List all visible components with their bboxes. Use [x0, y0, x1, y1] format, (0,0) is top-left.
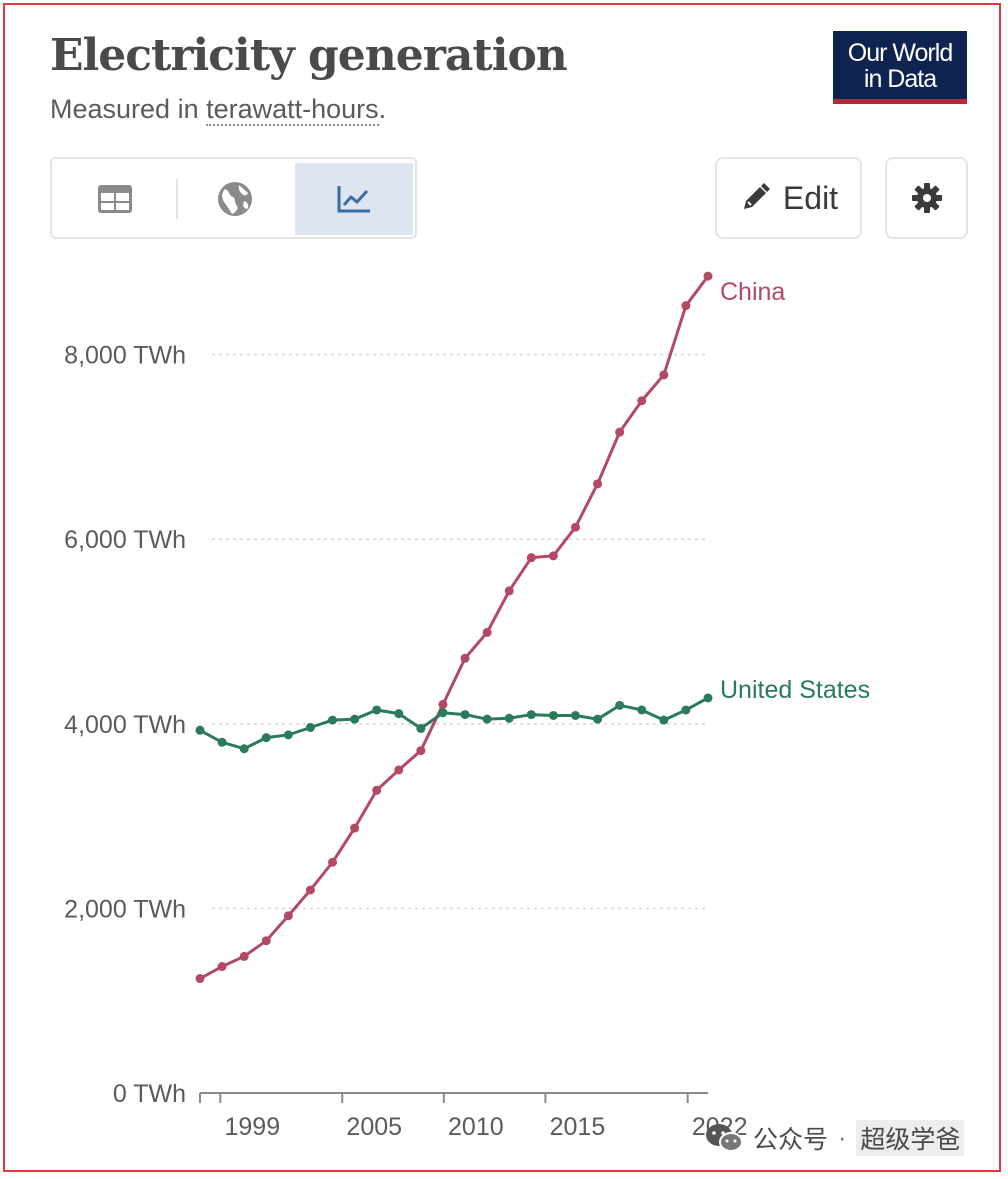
y-tick-label: 0 TWh [113, 1080, 186, 1108]
series-label: United States [720, 676, 870, 704]
unit-link[interactable]: terawatt-hours [206, 94, 379, 126]
data-point [659, 715, 669, 725]
pencil-icon [743, 183, 770, 209]
settings-button[interactable] [885, 157, 968, 239]
image-frame [3, 3, 1001, 1172]
watermark-dot: · [838, 1123, 847, 1152]
data-point [416, 746, 426, 756]
data-point [659, 370, 669, 380]
data-point [482, 627, 492, 637]
data-point [570, 710, 580, 720]
data-point [637, 705, 647, 715]
data-point [305, 885, 315, 895]
x-tick-label: 2010 [448, 1113, 504, 1141]
table-icon [98, 185, 132, 213]
data-point [615, 427, 625, 437]
data-point [460, 710, 470, 720]
chart-title: Electricity generation [50, 30, 568, 81]
data-point [703, 271, 713, 281]
series-line-china [199, 275, 710, 980]
data-point [394, 765, 404, 775]
data-point [703, 693, 713, 703]
logo-line1: Our World [847, 39, 953, 67]
gear-icon [911, 183, 942, 213]
y-tick-label: 8,000 TWh [64, 342, 186, 370]
owid-logo[interactable]: Our World in Data [833, 31, 967, 104]
data-point [526, 710, 536, 720]
edit-button[interactable]: Edit [715, 157, 862, 239]
data-point [261, 936, 271, 946]
x-tick-label: 2015 [550, 1113, 606, 1141]
chart-subtitle: Measured in terawatt-hours. [50, 94, 387, 126]
data-point [593, 479, 603, 489]
data-point [681, 301, 691, 311]
y-tick-label: 2,000 TWh [64, 895, 186, 923]
data-point [504, 713, 514, 723]
data-point [195, 725, 205, 735]
table-view-button[interactable] [56, 163, 174, 235]
data-point [526, 553, 536, 563]
data-point [261, 733, 271, 743]
data-point [239, 951, 249, 961]
data-point [570, 522, 580, 532]
data-point [305, 722, 315, 732]
subtitle-suffix: . [378, 94, 387, 124]
data-point [482, 714, 492, 724]
data-point [372, 785, 382, 795]
data-point [615, 700, 625, 710]
data-point [283, 911, 293, 921]
data-point [548, 551, 558, 561]
y-tick-label: 4,000 TWh [64, 711, 186, 739]
watermark: 公众号 · 超级学爸 [705, 1120, 965, 1156]
data-point [416, 723, 426, 733]
series-label: China [720, 278, 785, 306]
data-point [504, 586, 514, 596]
data-point [394, 709, 404, 719]
wechat-icon [706, 1124, 743, 1152]
data-point [438, 708, 448, 718]
chart-view-button[interactable] [295, 163, 413, 235]
data-point [283, 730, 293, 740]
data-point [438, 699, 448, 709]
watermark-brand: 公众号 [753, 1126, 829, 1154]
map-view-button[interactable] [176, 163, 294, 235]
data-point [350, 714, 360, 724]
x-tick-label: 1999 [225, 1113, 281, 1141]
line-chart-icon [337, 186, 370, 213]
watermark-name: 超级学爸 [856, 1120, 965, 1156]
data-point [460, 653, 470, 663]
data-point [328, 857, 338, 867]
data-point [548, 710, 558, 720]
data-point [372, 705, 382, 715]
data-point [328, 715, 338, 725]
logo-line2: in Data [863, 65, 937, 93]
data-point [217, 962, 227, 972]
data-point [637, 396, 647, 406]
data-point [350, 823, 360, 833]
edit-label: Edit [782, 179, 839, 216]
toggle-separator [176, 179, 178, 219]
data-point [195, 974, 205, 984]
view-toggle [50, 157, 417, 239]
y-tick-label: 6,000 TWh [64, 526, 186, 554]
subtitle-prefix: Measured in [50, 94, 207, 124]
globe-icon [218, 182, 252, 216]
x-tick-label: 2005 [346, 1113, 402, 1141]
data-point [593, 714, 603, 724]
data-point [239, 744, 249, 754]
data-point [217, 737, 227, 747]
data-point [681, 705, 691, 715]
